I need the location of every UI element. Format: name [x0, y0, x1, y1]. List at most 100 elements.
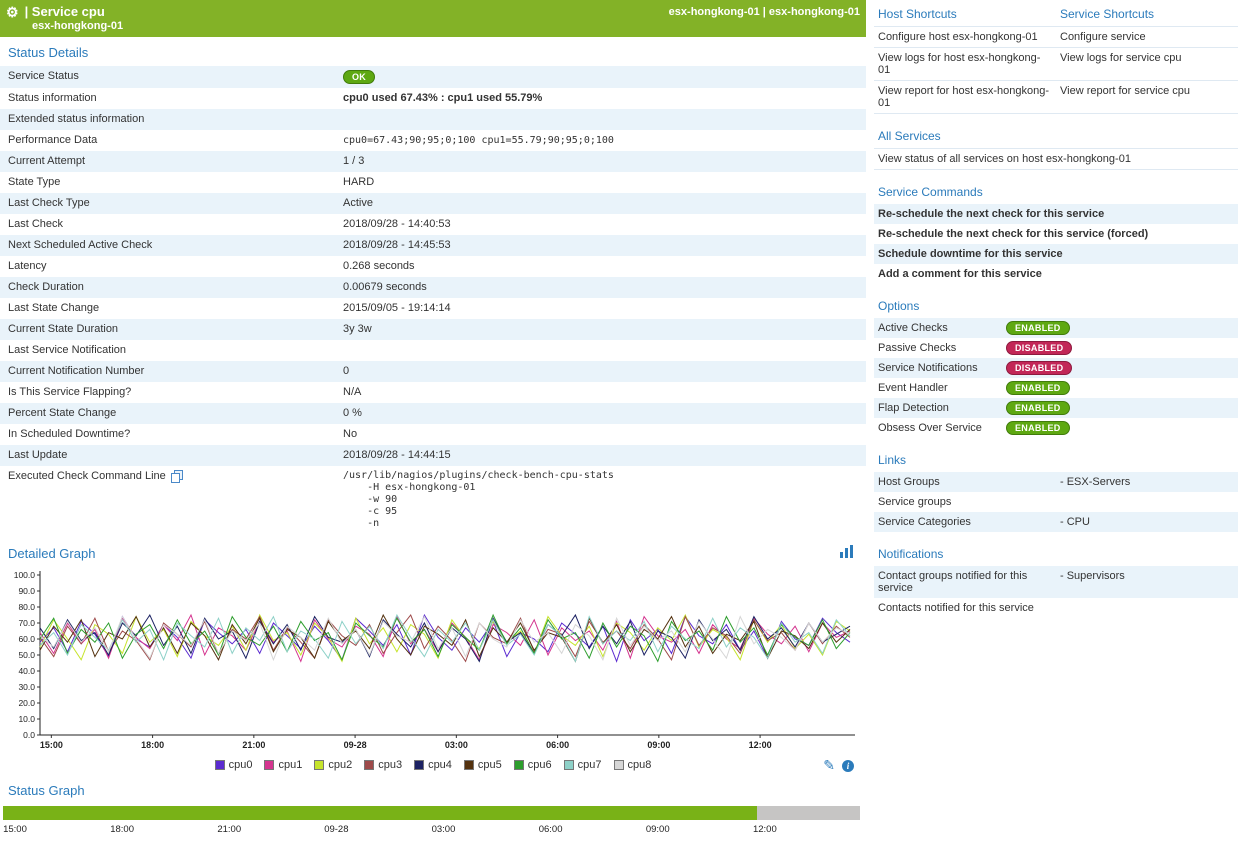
status-information-text: cpu0 used 67.43% : cpu1 used 55.79%: [343, 92, 542, 104]
option-row[interactable]: Flap DetectionENABLED: [874, 398, 1238, 418]
status-row: Performance Datacpu0=67.43;90;95;0;100 c…: [0, 130, 866, 151]
host-shortcuts-heading: Host Shortcuts: [874, 0, 1056, 26]
header-host-links[interactable]: esx-hongkong-01 | esx-hongkong-01: [669, 6, 860, 18]
link-label: Host Groups: [878, 476, 1060, 488]
legend-swatch: [264, 760, 274, 770]
option-state-badge: ENABLED: [1006, 381, 1070, 395]
service-shortcut-link[interactable]: Configure service: [1056, 27, 1238, 47]
service-command-link[interactable]: Add a comment for this service: [874, 264, 1238, 284]
status-graph-tick-label: 06:00: [539, 824, 563, 835]
status-graph-tick-label: 09-28: [324, 824, 348, 835]
service-command-link[interactable]: Re-schedule the next check for this serv…: [874, 224, 1238, 244]
service-shortcut-link[interactable]: View logs for service cpu: [1056, 48, 1238, 80]
status-row-value: 3y 3w: [335, 319, 380, 340]
host-shortcut-link[interactable]: View report for host esx-hongkong-01: [874, 81, 1056, 113]
status-row-value: OK: [335, 66, 383, 88]
legend-label: cpu2: [328, 759, 352, 771]
status-row: Last Check2018/09/28 - 14:40:53: [0, 214, 866, 235]
status-row-label: Last Check: [0, 214, 335, 235]
status-row-value: 2018/09/28 - 14:45:53: [335, 235, 459, 256]
main-panel: ⚙ | Service cpu esx-hongkong-01 | esx-ho…: [0, 0, 866, 867]
host-shortcut-link[interactable]: Configure host esx-hongkong-01: [874, 27, 1056, 47]
legend-label: cpu8: [628, 759, 652, 771]
notification-value[interactable]: - Supervisors: [1060, 570, 1125, 594]
copy-command-icon[interactable]: [171, 470, 183, 483]
legend-swatch: [564, 760, 574, 770]
info-icon[interactable]: i: [842, 760, 854, 772]
check-command-text: /usr/lib/nagios/plugins/check-bench-cpu-…: [343, 470, 614, 530]
host-shortcut-link[interactable]: View logs for host esx-hongkong-01: [874, 48, 1056, 80]
svg-text:12:00: 12:00: [749, 740, 772, 750]
svg-text:50.0: 50.0: [18, 650, 35, 660]
status-row: In Scheduled Downtime?No: [0, 424, 866, 445]
option-row[interactable]: Event HandlerENABLED: [874, 378, 1238, 398]
status-row-label: Percent State Change: [0, 403, 335, 424]
status-row: Last Service Notification: [0, 340, 866, 361]
service-command-link[interactable]: Schedule downtime for this service: [874, 244, 1238, 264]
svg-text:80.0: 80.0: [18, 602, 35, 612]
links-section: Links Host Groups- ESX-ServersService gr…: [874, 446, 1238, 532]
svg-text:100.0: 100.0: [14, 570, 36, 580]
legend-label: cpu5: [478, 759, 502, 771]
status-row: Is This Service Flapping?N/A: [0, 382, 866, 403]
legend-label: cpu4: [428, 759, 452, 771]
svg-text:90.0: 90.0: [18, 586, 35, 596]
option-label: Active Checks: [878, 322, 1006, 334]
status-row-label: Performance Data: [0, 130, 335, 151]
service-commands-body: Re-schedule the next check for this serv…: [874, 204, 1238, 284]
status-row-label: Last Check Type: [0, 193, 335, 214]
service-header: ⚙ | Service cpu esx-hongkong-01 | esx-ho…: [0, 0, 866, 37]
status-row-label: In Scheduled Downtime?: [0, 424, 335, 445]
status-row-label: Current Notification Number: [0, 361, 335, 382]
service-shortcuts-heading: Service Shortcuts: [1056, 0, 1238, 26]
shortcut-row: View report for host esx-hongkong-01View…: [874, 81, 1238, 114]
options-section: Options Active ChecksENABLEDPassive Chec…: [874, 292, 1238, 438]
all-services-link[interactable]: View status of all services on host esx-…: [874, 148, 1238, 170]
service-command-link[interactable]: Re-schedule the next check for this serv…: [874, 204, 1238, 224]
status-row: Latency0.268 seconds: [0, 256, 866, 277]
shortcut-row: Configure host esx-hongkong-01Configure …: [874, 27, 1238, 48]
notifications-heading: Notifications: [874, 540, 1238, 566]
status-row-label: Is This Service Flapping?: [0, 382, 335, 403]
detailed-graph-svg[interactable]: 0.010.020.030.040.050.060.070.080.090.01…: [2, 567, 858, 753]
link-row: Host Groups- ESX-Servers: [874, 472, 1238, 492]
sidebar: Host Shortcuts Service Shortcuts Configu…: [866, 0, 1242, 867]
status-row-value: cpu0 used 67.43% : cpu1 used 55.79%: [335, 88, 550, 109]
notification-row: Contact groups notified for this service…: [874, 566, 1238, 598]
all-services-section: All Services View status of all services…: [874, 122, 1238, 170]
status-row-label: Last Service Notification: [0, 340, 335, 361]
status-row-label: Next Scheduled Active Check: [0, 235, 335, 256]
service-shortcut-link[interactable]: View report for service cpu: [1056, 81, 1238, 113]
option-row[interactable]: Active ChecksENABLED: [874, 318, 1238, 338]
status-row-value: 2015/09/05 - 19:14:14: [335, 298, 459, 319]
legend-item: cpu6: [514, 759, 552, 771]
option-label: Flap Detection: [878, 402, 1006, 414]
gear-icon[interactable]: ⚙: [6, 5, 19, 19]
legend-item: cpu3: [364, 759, 402, 771]
legend-swatch: [215, 760, 225, 770]
status-row-value: 0.00679 seconds: [335, 277, 435, 298]
legend-item: cpu7: [564, 759, 602, 771]
links-body: Host Groups- ESX-ServersService groupsSe…: [874, 472, 1238, 532]
link-row: Service groups: [874, 492, 1238, 512]
legend-item: cpu8: [614, 759, 652, 771]
status-graph-bar[interactable]: [3, 806, 860, 820]
link-value[interactable]: - CPU: [1060, 516, 1090, 528]
option-row[interactable]: Service NotificationsDISABLED: [874, 358, 1238, 378]
status-graph-tick-label: 09:00: [646, 824, 670, 835]
option-row[interactable]: Passive ChecksDISABLED: [874, 338, 1238, 358]
bar-chart-icon[interactable]: [840, 545, 854, 561]
status-row: Last State Change2015/09/05 - 19:14:14: [0, 298, 866, 319]
options-heading: Options: [874, 292, 1238, 318]
status-row-value: Active: [335, 193, 381, 214]
svg-text:20.0: 20.0: [18, 698, 35, 708]
option-row[interactable]: Obsess Over ServiceENABLED: [874, 418, 1238, 438]
edit-graph-icon[interactable]: ✎: [823, 757, 835, 774]
status-row-value: N/A: [335, 382, 369, 403]
status-graph-tick-label: 18:00: [110, 824, 134, 835]
link-value[interactable]: - ESX-Servers: [1060, 476, 1130, 488]
status-row-label: Executed Check Command Line: [0, 466, 335, 487]
svg-text:06:00: 06:00: [546, 740, 569, 750]
option-label: Obsess Over Service: [878, 422, 1006, 434]
option-state-badge: ENABLED: [1006, 401, 1070, 415]
